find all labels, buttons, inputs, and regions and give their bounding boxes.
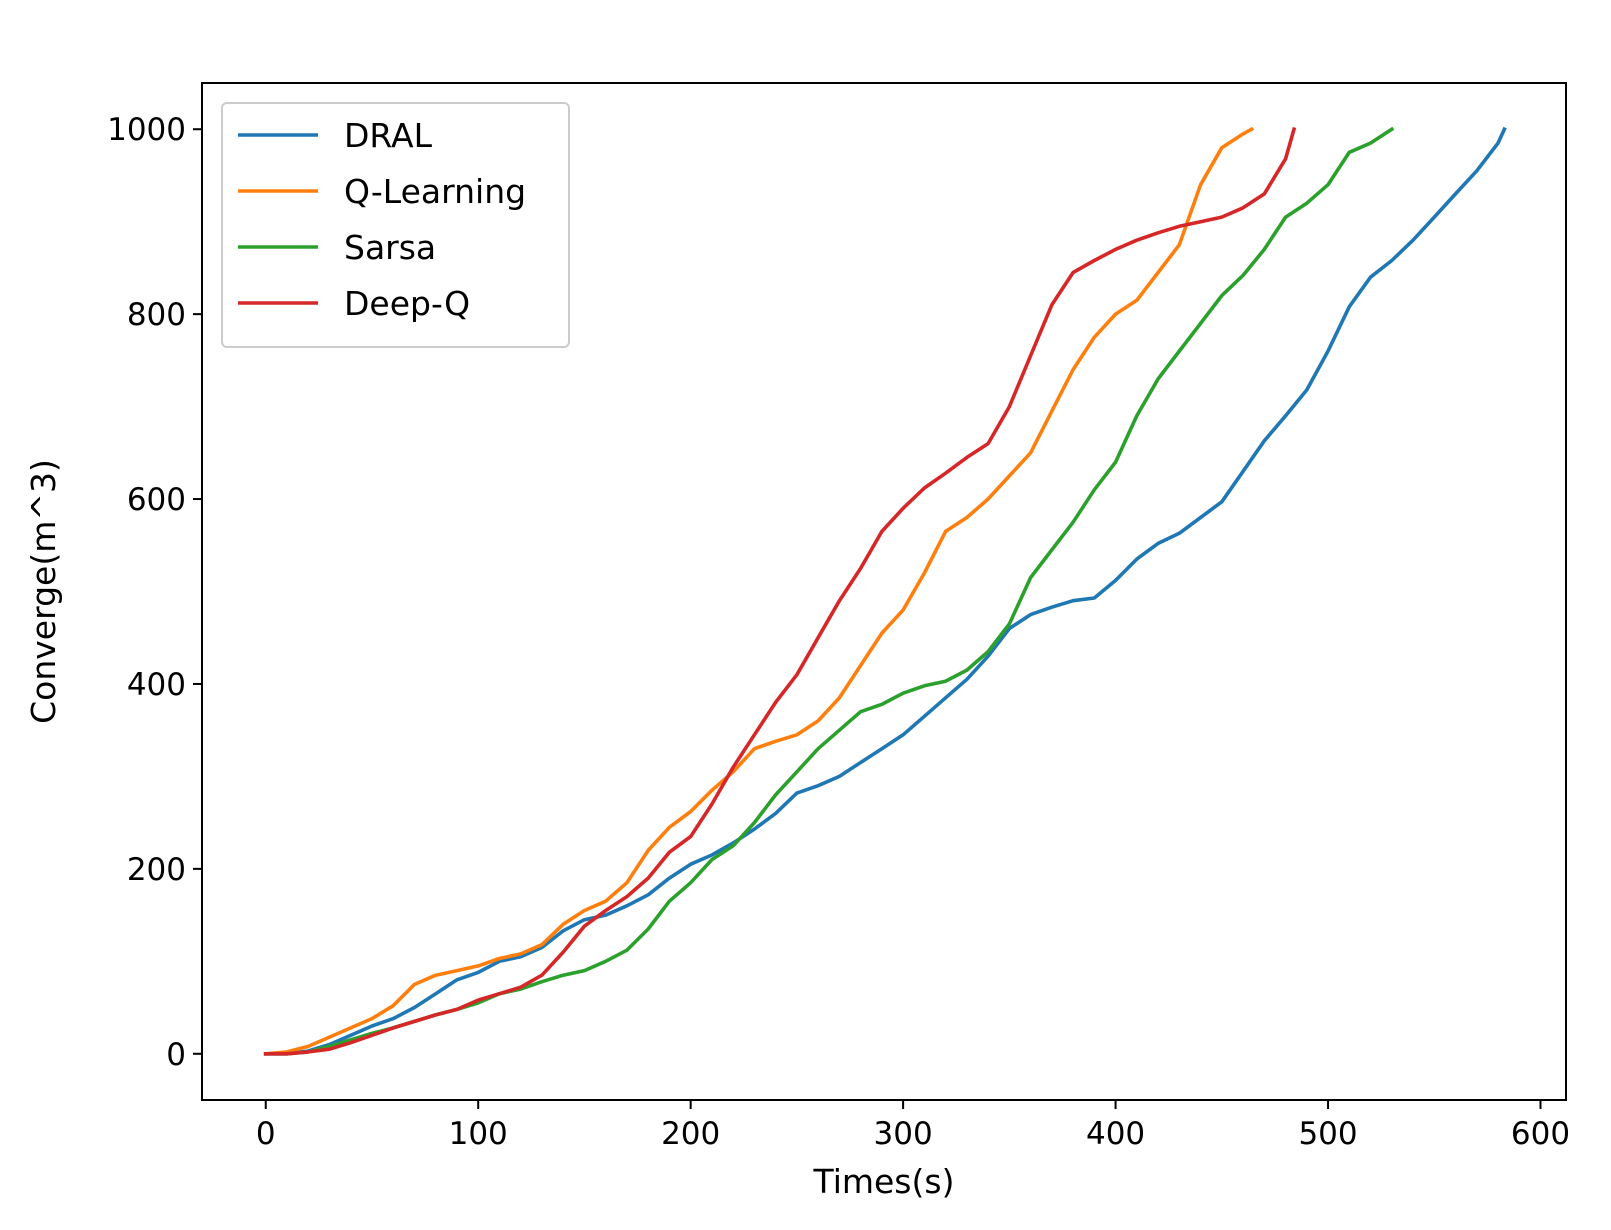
y-axis-label: Converge(m^3) bbox=[24, 459, 63, 724]
x-tick-label: 500 bbox=[1298, 1116, 1357, 1152]
y-axis-ticks: 0 200 400 600 800 1000 bbox=[107, 112, 202, 1073]
x-tick-label: 300 bbox=[874, 1116, 933, 1152]
x-axis-ticks: 0 100 200 300 400 500 600 bbox=[256, 1100, 1570, 1152]
legend-entry-label: Deep-Q bbox=[344, 284, 470, 323]
x-tick-label: 400 bbox=[1086, 1116, 1145, 1152]
y-tick-label: 600 bbox=[127, 482, 186, 518]
y-tick-label: 800 bbox=[127, 297, 186, 333]
series-line-dral bbox=[263, 126, 1507, 1056]
legend-box bbox=[221, 102, 570, 348]
series-layer bbox=[263, 126, 1507, 1056]
x-tick-label: 0 bbox=[256, 1116, 276, 1152]
legend-entry-label: DRAL bbox=[344, 116, 433, 155]
series-line-q-learning bbox=[263, 126, 1255, 1056]
series-line-deep-q bbox=[263, 126, 1297, 1056]
legend-entry-label: Sarsa bbox=[344, 228, 436, 267]
x-tick-label: 100 bbox=[449, 1116, 508, 1152]
legend: DRAL Q-Learning Sarsa Deep-Q bbox=[221, 102, 570, 348]
y-tick-label: 0 bbox=[166, 1037, 186, 1073]
x-axis-label: Times(s) bbox=[813, 1162, 955, 1201]
plot-frame bbox=[201, 82, 1567, 1101]
y-tick-label: 1000 bbox=[107, 112, 186, 148]
x-tick-label: 200 bbox=[661, 1116, 720, 1152]
y-tick-label: 200 bbox=[127, 852, 186, 888]
y-tick-label: 400 bbox=[127, 667, 186, 703]
legend-entry-label: Q-Learning bbox=[344, 172, 526, 211]
x-tick-label: 600 bbox=[1511, 1116, 1570, 1152]
